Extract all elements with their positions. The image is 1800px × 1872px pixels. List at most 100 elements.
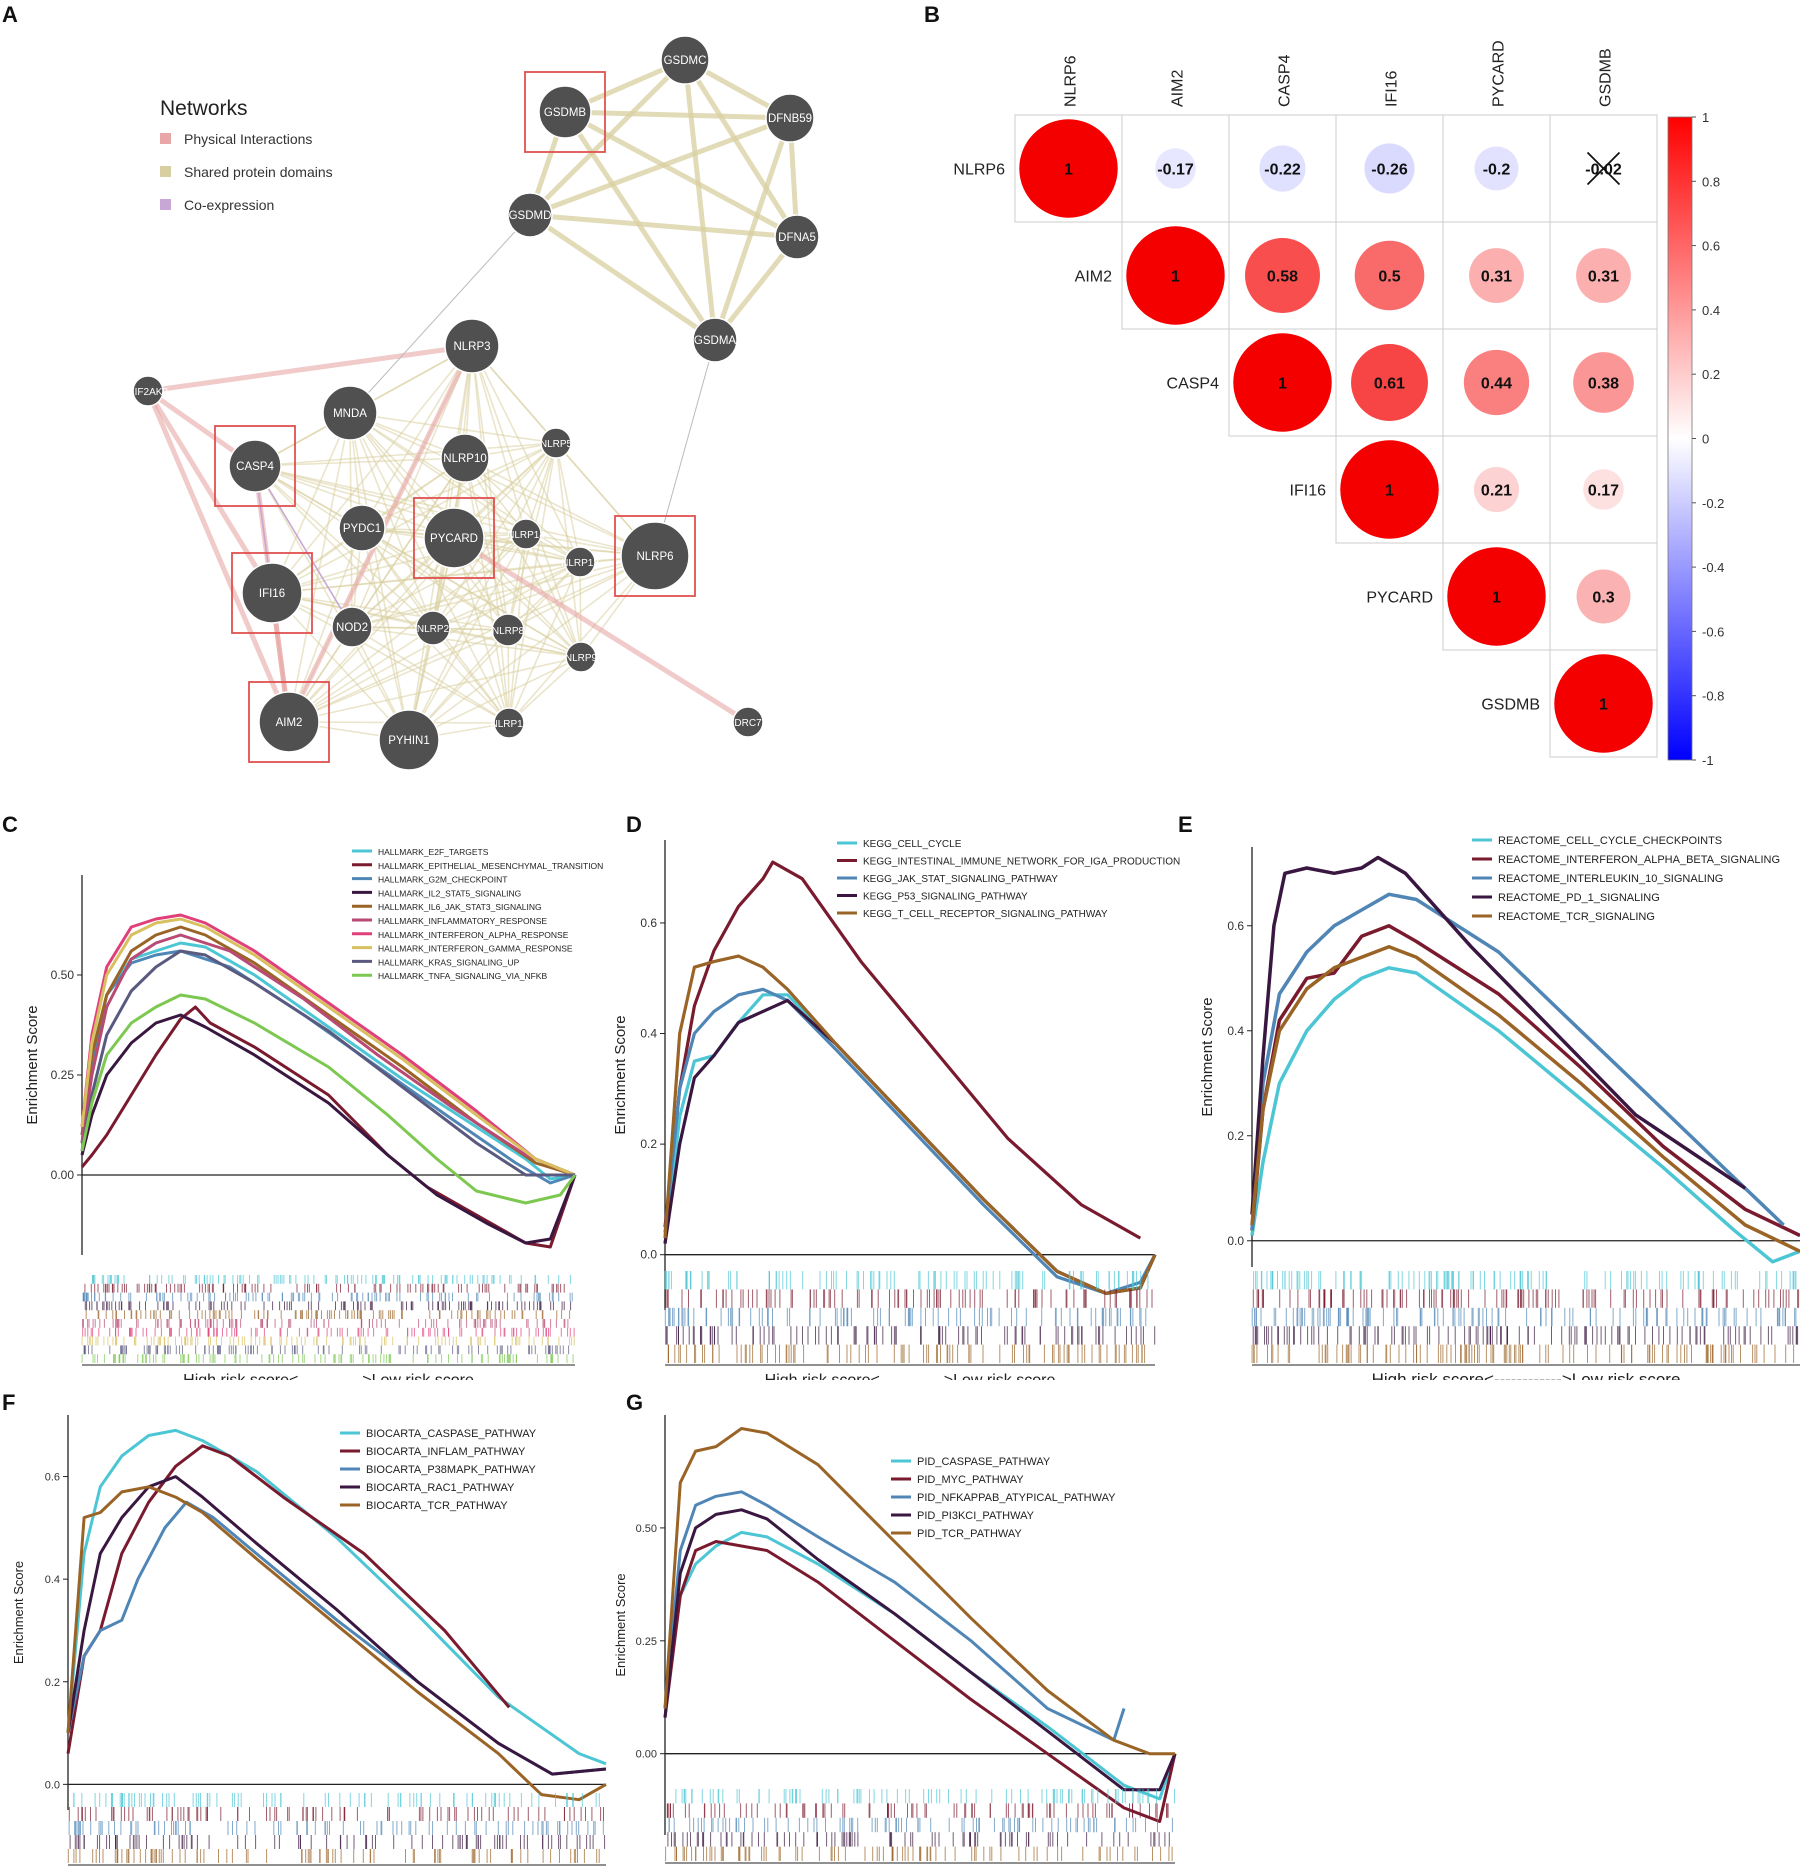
enrichment-line: [663, 1540, 1177, 1823]
gsea-plot-f: 0.0 0.2 0.4 0.6 Enrichment Score BIOCARTA_CAS…: [11, 1415, 607, 1866]
node-label: PYDC1: [343, 523, 381, 535]
corr-circle: [1447, 547, 1546, 646]
legend-label: BIOCARTA_INFLAM_PATHWAY: [366, 1446, 526, 1458]
node-label: NLRP6: [636, 551, 673, 563]
corr-circle: [1351, 344, 1428, 421]
node-label: CASP4: [236, 461, 274, 473]
node-label: NLRP14: [507, 530, 545, 541]
corr-value: -0.17: [1157, 162, 1194, 179]
y-tick-label: 0.2: [640, 1137, 657, 1151]
y-axis-label: Enrichment Score: [11, 1561, 26, 1664]
shared-domain-edge: [361, 527, 509, 631]
network-legend: Networks Physical Interactions Shared prot…: [160, 97, 333, 213]
enrichment-line: [66, 1485, 607, 1802]
node-label: NLRP10: [443, 453, 486, 465]
legend-label: KEGG_INTESTINAL_IMMUNE_NETWORK_FOR_IGA_P…: [863, 857, 1180, 868]
enrichment-line: [663, 987, 1157, 1295]
enrichment-line: [80, 1005, 577, 1249]
corr-circle: [1474, 146, 1519, 191]
node-circle: [338, 504, 386, 552]
co-expression-edge: [254, 465, 353, 628]
shared-domain-edge: [288, 629, 509, 723]
shared-domain-edge: [529, 115, 791, 218]
legend-label: HALLMARK_KRAS_SIGNALING_UP: [378, 957, 520, 967]
colorbar-tick-label: -0.2: [1702, 496, 1724, 511]
legend-label: HALLMARK_TNFA_SIGNALING_VIA_NFKB: [378, 971, 547, 981]
shared-domain-edge: [288, 656, 582, 723]
node-label: NLRP9: [565, 653, 598, 664]
corr-circle: [1245, 238, 1320, 313]
node-label: MNDA: [333, 408, 367, 420]
network-node: NLRP8: [491, 613, 525, 647]
legend-label: HALLMARK_EPITHELIAL_MESENCHYMAL_TRANSITI…: [378, 861, 603, 871]
legend-label: BIOCARTA_CASPASE_PATHWAY: [366, 1428, 537, 1440]
node-label: PYHIN1: [388, 735, 430, 747]
node-circle: [132, 375, 164, 407]
panel-label-g: G: [626, 1390, 644, 1415]
legend-swatch: [160, 166, 171, 177]
node-label: EIF2AK2: [128, 387, 168, 398]
shared-domain-edge: [254, 465, 509, 631]
corr-circle: [1473, 466, 1520, 513]
enrichment-line: [80, 949, 575, 1177]
shared-domain-edge: [254, 465, 434, 629]
corr-value: 0.17: [1588, 483, 1619, 500]
colorbar-tick-label: -0.4: [1702, 560, 1724, 575]
shared-domain-edge: [351, 555, 656, 628]
node-circle: [415, 610, 451, 646]
corr-value: 1: [1492, 590, 1501, 607]
colorbar-tick-label: 0: [1702, 432, 1709, 447]
network-node: NLRP5: [540, 427, 573, 459]
network-node: GSDMC: [660, 35, 710, 85]
y-tick-label: 0.6: [45, 1472, 60, 1484]
gsea-plot-e: 0.0 0.2 0.4 0.6 Enrichment Score REACTOME_CEL…: [1200, 835, 1800, 1380]
shared-domain-edge: [254, 442, 557, 467]
y-axis-label: Enrichment Score: [615, 1573, 628, 1676]
panel-label-a: A: [2, 2, 18, 27]
colorbar-tick-label: 0.8: [1702, 174, 1720, 189]
node-circle: [732, 706, 764, 738]
legend-label: HALLMARK_IL6_JAK_STAT3_SIGNALING: [378, 902, 542, 912]
legend-label: KEGG_CELL_CYCLE: [863, 839, 962, 850]
insignificant-cross: [1586, 151, 1621, 186]
corr-value: -0.2: [1483, 162, 1511, 179]
enrichment-line: [663, 860, 1142, 1240]
corr-circle: [1155, 148, 1196, 189]
legend-label: BIOCARTA_P38MAPK_PATHWAY: [366, 1464, 536, 1476]
y-tick-label: 0.4: [640, 1027, 657, 1041]
col-header: AIM2: [1170, 70, 1187, 107]
network-node: PYCARD: [413, 497, 495, 579]
enrichment-line: [663, 954, 1157, 1295]
highlight-box: [413, 497, 495, 579]
y-tick-label: 0.2: [45, 1677, 60, 1689]
network-node: NLRP13: [561, 546, 599, 578]
corr-value: 0.31: [1588, 269, 1619, 286]
node-label: DFNA5: [778, 232, 816, 244]
node-label: PYCARD: [430, 533, 478, 545]
gene-network: GSDMC GSDMB DFNB59 GSDMD DFNA5 GSDMA NLRP3 EIF2…: [128, 35, 820, 771]
corr-circle: [1364, 143, 1415, 194]
node-circle: [507, 192, 553, 238]
shared-domain-edge: [471, 345, 581, 563]
legend-label: Physical Interactions: [184, 131, 312, 147]
network-node: MNDA: [322, 385, 378, 441]
corr-circle: [1259, 145, 1306, 192]
enrichment-line: [663, 998, 1157, 1295]
node-label: NLRP11: [490, 719, 527, 730]
y-tick-label: 0.50: [636, 1523, 657, 1535]
legend-label: REACTOME_CELL_CYCLE_CHECKPOINTS: [1498, 835, 1722, 847]
corr-value: 0.3: [1592, 590, 1614, 607]
enrichment-line: [663, 1508, 1177, 1792]
shared-domain-edge: [288, 555, 656, 723]
network-node: NLRP14: [507, 518, 545, 550]
y-tick-label: 0.25: [636, 1636, 657, 1648]
legend-label: BIOCARTA_RAC1_PATHWAY: [366, 1482, 515, 1494]
x-axis-label: High risk score<------------>Low risk sc…: [183, 1372, 474, 1380]
legend-swatch: [160, 133, 171, 144]
colorbar-tick-label: -1: [1702, 753, 1714, 768]
y-tick-label: 0.4: [45, 1574, 60, 1586]
colorbar-tick-label: 0.6: [1702, 239, 1720, 254]
node-circle: [493, 707, 525, 739]
node-label: GSDMB: [544, 107, 587, 119]
legend-label: REACTOME_PD_1_SIGNALING: [1498, 892, 1660, 904]
